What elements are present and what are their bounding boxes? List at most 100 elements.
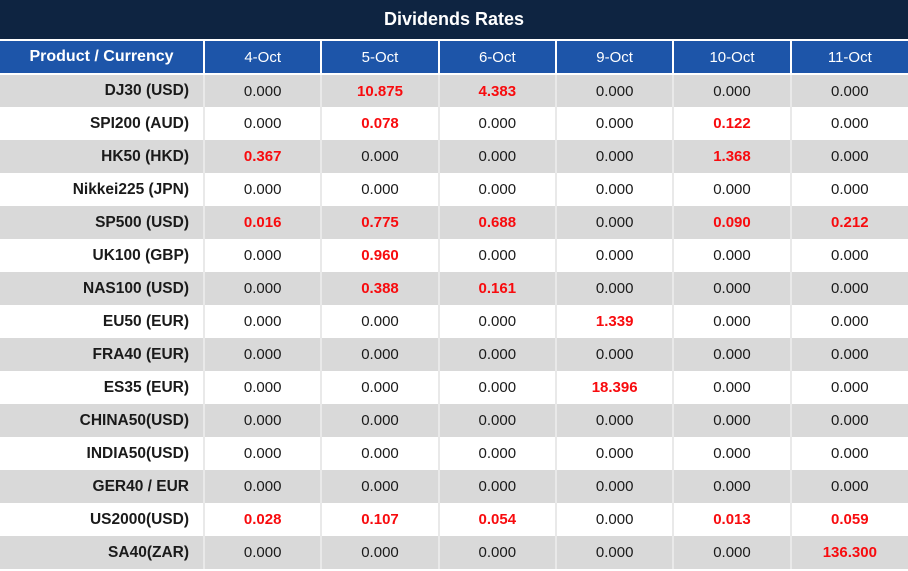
dividend-value-cell: 0.000 bbox=[320, 305, 439, 338]
dividend-value-cell: 0.000 bbox=[672, 173, 791, 206]
dividend-value-cell: 0.000 bbox=[789, 305, 908, 338]
table-row: INDIA50(USD) 0.000 0.000 0.000 0.000 0.000 0.0… bbox=[0, 437, 908, 470]
table-row: DJ30 (USD) 0.000 10.875 4.383 0.000 0.000 0.00… bbox=[0, 74, 908, 107]
dividend-value-cell: 0.000 bbox=[320, 338, 439, 371]
dividend-value-cell: 0.000 bbox=[554, 437, 674, 470]
dividend-value-cell: 0.000 bbox=[789, 74, 908, 107]
dividend-value-cell: 0.000 bbox=[202, 173, 322, 206]
dividend-value-cell: 0.000 bbox=[789, 470, 908, 503]
table-body: DJ30 (USD) 0.000 10.875 4.383 0.000 0.000 0.00… bbox=[0, 74, 908, 569]
dividend-value-cell: 0.000 bbox=[672, 272, 791, 305]
dividend-value-cell: 0.000 bbox=[554, 173, 674, 206]
dividend-value-cell: 0.090 bbox=[672, 206, 791, 239]
dividend-value-cell: 0.000 bbox=[202, 437, 322, 470]
dividend-value-cell: 0.059 bbox=[789, 503, 908, 536]
dividend-value-cell: 0.000 bbox=[437, 107, 556, 140]
table-row: CHINA50(USD) 0.000 0.000 0.000 0.000 0.000 0.0… bbox=[0, 404, 908, 437]
dividend-value-cell: 18.396 bbox=[554, 371, 674, 404]
table-row: UK100 (GBP) 0.000 0.960 0.000 0.000 0.000 0.00… bbox=[0, 239, 908, 272]
dividend-value-cell: 0.016 bbox=[202, 206, 322, 239]
dividend-value-cell: 0.000 bbox=[202, 470, 322, 503]
dividend-value-cell: 0.000 bbox=[789, 338, 908, 371]
dividend-value-cell: 0.161 bbox=[437, 272, 556, 305]
dividend-value-cell: 0.000 bbox=[202, 305, 322, 338]
table-row: ES35 (EUR) 0.000 0.000 0.000 18.396 0.000 0.00… bbox=[0, 371, 908, 404]
dividend-value-cell: 1.368 bbox=[672, 140, 791, 173]
table-row: EU50 (EUR) 0.000 0.000 0.000 1.339 0.000 0.000 bbox=[0, 305, 908, 338]
table-row: US2000(USD) 0.028 0.107 0.054 0.000 0.013 0.05… bbox=[0, 503, 908, 536]
dividend-value-cell: 0.000 bbox=[437, 338, 556, 371]
table-row: SPI200 (AUD) 0.000 0.078 0.000 0.000 0.122 0.0… bbox=[0, 107, 908, 140]
dividend-value-cell: 0.000 bbox=[554, 107, 674, 140]
dividend-value-cell: 0.000 bbox=[789, 437, 908, 470]
table-row: SA40(ZAR) 0.000 0.000 0.000 0.000 0.000 136.30… bbox=[0, 536, 908, 569]
dividend-value-cell: 0.000 bbox=[554, 239, 674, 272]
dividend-value-cell: 0.107 bbox=[320, 503, 439, 536]
product-cell: ES35 (EUR) bbox=[103, 378, 189, 396]
dividend-value-cell: 0.000 bbox=[437, 173, 556, 206]
product-cell: NAS100 (USD) bbox=[83, 279, 189, 297]
dividend-value-cell: 0.054 bbox=[437, 503, 556, 536]
table-row: Nikkei225 (JPN) 0.000 0.000 0.000 0.000 0.000… bbox=[0, 173, 908, 206]
dividend-value-cell: 0.000 bbox=[672, 371, 791, 404]
dividend-value-cell: 0.000 bbox=[789, 140, 908, 173]
dividend-value-cell: 0.000 bbox=[202, 107, 322, 140]
dividend-value-cell: 0.000 bbox=[554, 503, 674, 536]
dividend-value-cell: 0.000 bbox=[320, 470, 439, 503]
dividend-value-cell: 0.000 bbox=[320, 536, 439, 569]
dividend-value-cell: 0.000 bbox=[320, 437, 439, 470]
table-row: SP500 (USD) 0.016 0.775 0.688 0.000 0.090 0.21… bbox=[0, 206, 908, 239]
dividend-value-cell: 0.960 bbox=[320, 239, 439, 272]
dividend-value-cell: 0.000 bbox=[554, 140, 674, 173]
dividend-value-cell: 0.367 bbox=[202, 140, 322, 173]
dividend-value-cell: 0.000 bbox=[789, 107, 908, 140]
dividend-value-cell: 1.339 bbox=[554, 305, 674, 338]
product-cell: SPI200 (AUD) bbox=[89, 114, 189, 132]
dividend-value-cell: 0.028 bbox=[202, 503, 322, 536]
dividend-value-cell: 0.688 bbox=[437, 206, 556, 239]
date-column-header: 9-Oct bbox=[554, 41, 674, 75]
product-cell: Nikkei225 (JPN) bbox=[72, 180, 189, 198]
dividend-value-cell: 0.000 bbox=[320, 140, 439, 173]
dividend-value-cell: 0.212 bbox=[789, 206, 908, 239]
product-cell: DJ30 (USD) bbox=[104, 82, 189, 99]
dividend-value-cell: 0.000 bbox=[554, 536, 674, 569]
dividend-value-cell: 0.000 bbox=[437, 239, 556, 272]
dividend-value-cell: 0.000 bbox=[789, 239, 908, 272]
dividend-value-cell: 10.875 bbox=[320, 74, 439, 107]
dividend-value-cell: 0.000 bbox=[202, 536, 322, 569]
dividend-value-cell: 0.000 bbox=[437, 536, 556, 569]
dividend-value-cell: 0.000 bbox=[320, 404, 439, 437]
product-currency-header: Product / Currency bbox=[0, 41, 204, 75]
dividend-value-cell: 0.000 bbox=[320, 173, 439, 206]
dividend-value-cell: 0.000 bbox=[789, 404, 908, 437]
dividend-value-cell: 0.000 bbox=[437, 437, 556, 470]
product-cell: SA40(ZAR) bbox=[108, 543, 189, 561]
product-cell: HK50 (HKD) bbox=[101, 147, 189, 165]
dividend-value-cell: 0.000 bbox=[437, 470, 556, 503]
dividend-value-cell: 0.000 bbox=[672, 470, 791, 503]
dividend-value-cell: 0.000 bbox=[437, 371, 556, 404]
product-cell: INDIA50(USD) bbox=[86, 444, 189, 462]
page-title: Dividends Rates bbox=[383, 9, 525, 29]
dividend-value-cell: 0.122 bbox=[672, 107, 791, 140]
dividend-value-cell: 0.000 bbox=[789, 371, 908, 404]
product-cell: UK100 (GBP) bbox=[92, 246, 189, 264]
product-cell: FRA40 (EUR) bbox=[92, 345, 189, 363]
dividend-value-cell: 0.000 bbox=[554, 272, 674, 305]
dividend-value-cell: 0.013 bbox=[672, 503, 791, 536]
dividend-value-cell: 0.000 bbox=[437, 305, 556, 338]
dividend-value-cell: 0.000 bbox=[672, 305, 791, 338]
dividend-value-cell: 0.000 bbox=[437, 140, 556, 173]
dividend-value-cell: 0.000 bbox=[202, 239, 322, 272]
dividends-table: Product / Currency 4-Oct 5-Oct 6-Oct 9-Oct 1… bbox=[0, 41, 908, 569]
product-cell: EU50 (EUR) bbox=[102, 312, 189, 330]
date-column-header: 5-Oct bbox=[320, 41, 439, 75]
dividend-value-cell: 0.000 bbox=[672, 239, 791, 272]
dividend-value-cell: 0.000 bbox=[554, 470, 674, 503]
dividend-value-cell: 0.000 bbox=[554, 338, 674, 371]
table-header-row: Product / Currency 4-Oct 5-Oct 6-Oct 9-Oct 1… bbox=[0, 41, 908, 75]
dividend-value-cell: 0.078 bbox=[320, 107, 439, 140]
table-row: FRA40 (EUR) 0.000 0.000 0.000 0.000 0.000 0.00… bbox=[0, 338, 908, 371]
